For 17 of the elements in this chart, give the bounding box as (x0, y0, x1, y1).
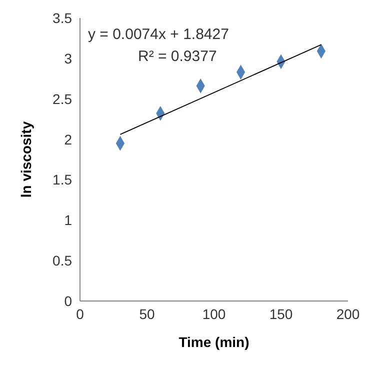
y-tick-label: 3 (64, 50, 72, 66)
x-axis-title: Time (min) (178, 334, 250, 350)
x-tick-label: 150 (269, 306, 293, 322)
x-tick-label: 100 (202, 306, 226, 322)
y-axis-title: ln viscosity (18, 121, 34, 198)
y-tick-label: 0 (64, 292, 72, 309)
x-tick-label: 50 (139, 306, 155, 322)
y-tick-label: 1 (64, 212, 72, 228)
x-tick-label: 0 (76, 306, 84, 322)
annotation: y = 0.0074x + 1.8427 (88, 26, 229, 43)
y-tick-label: 3.5 (52, 10, 72, 26)
annotation: R² = 0.9377 (138, 48, 217, 65)
y-tick-label: 1.5 (52, 172, 72, 188)
y-tick-label: 2 (64, 131, 72, 148)
y-tick-label: 2.5 (52, 90, 72, 107)
x-tick-label: 200 (336, 306, 360, 322)
y-tick-label: 0.5 (52, 252, 72, 269)
